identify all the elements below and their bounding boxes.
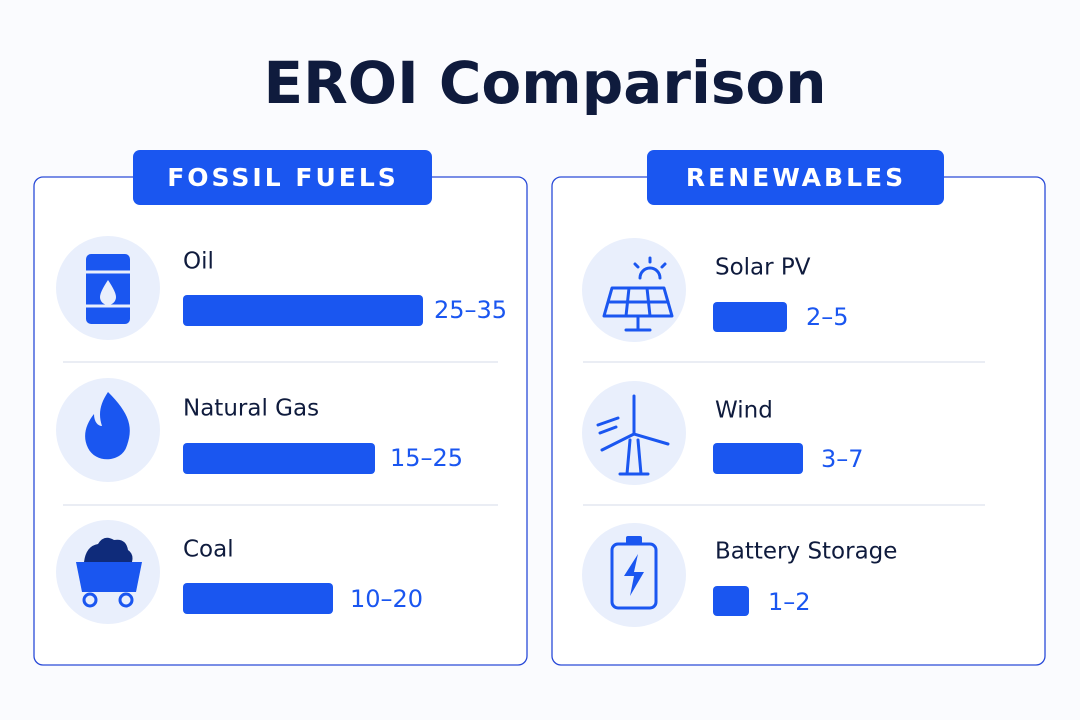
panel-tab bbox=[647, 150, 944, 205]
bar bbox=[713, 443, 803, 474]
item-range: 10–20 bbox=[350, 585, 423, 613]
bar bbox=[183, 443, 375, 474]
wind-icon bbox=[596, 394, 670, 476]
battery-icon bbox=[610, 536, 658, 610]
item-range: 1–2 bbox=[768, 588, 811, 616]
panel-title: FOSSIL FUELS bbox=[167, 163, 399, 192]
icon-bg bbox=[582, 238, 686, 342]
oil-icon bbox=[86, 254, 130, 324]
item-name: Solar PV bbox=[715, 255, 811, 281]
item-range: 25–35 bbox=[434, 296, 507, 324]
item-name: Wind bbox=[715, 398, 773, 424]
item-range: 3–7 bbox=[821, 445, 864, 473]
solar-icon bbox=[602, 256, 674, 332]
item-name: Oil bbox=[183, 249, 214, 275]
item-name: Coal bbox=[183, 537, 234, 563]
item-range: 2–5 bbox=[806, 303, 849, 331]
coal-icon bbox=[76, 537, 142, 608]
bar bbox=[183, 295, 423, 326]
item-name: Natural Gas bbox=[183, 396, 319, 422]
item-range: 15–25 bbox=[390, 444, 463, 472]
bar bbox=[183, 583, 333, 614]
bar bbox=[713, 302, 787, 332]
gas-icon bbox=[85, 392, 130, 460]
page-title: EROI Comparison bbox=[263, 49, 826, 117]
panel-tab bbox=[133, 150, 432, 205]
bar bbox=[713, 586, 749, 616]
item-name: Battery Storage bbox=[715, 539, 897, 565]
panel-title: RENEWABLES bbox=[686, 163, 906, 192]
